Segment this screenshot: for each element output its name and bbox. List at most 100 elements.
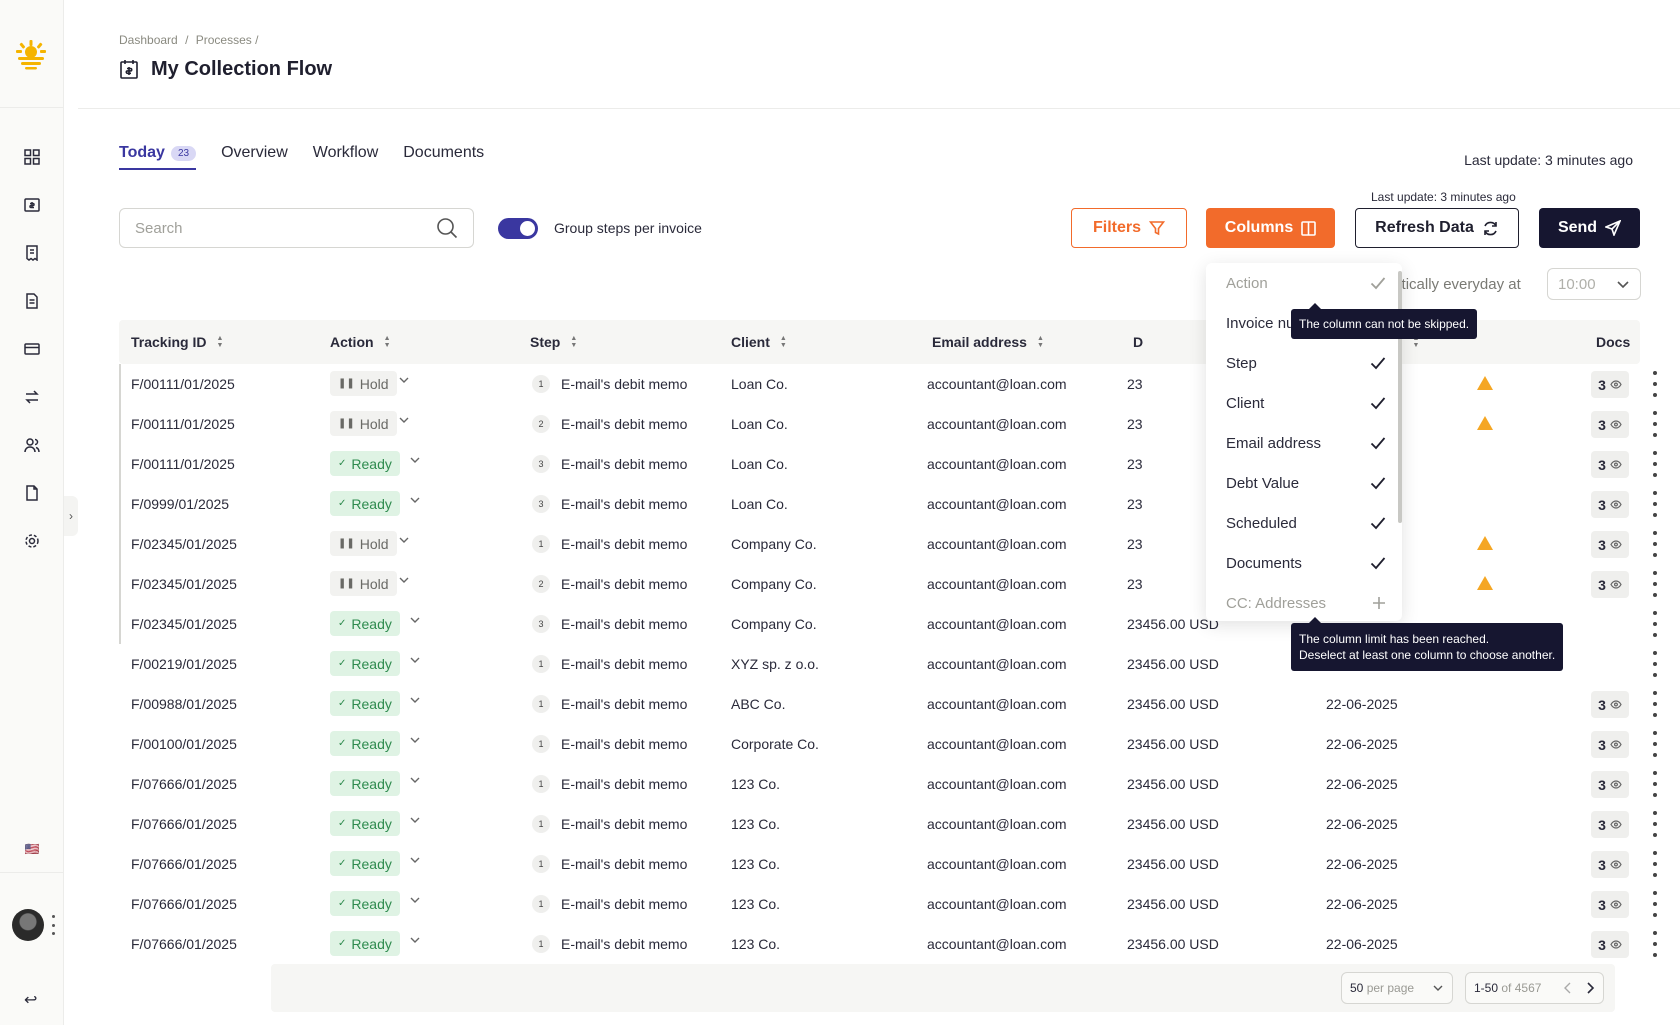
row-actions-menu-icon[interactable] (1653, 491, 1657, 517)
tracking-id-cell[interactable]: F/00988/01/2025 (131, 696, 237, 712)
table-row[interactable]: F/07666/01/2025 ✓ Ready 1 E-mail's debit mem… (119, 924, 1657, 964)
chevron-down-icon[interactable] (409, 614, 421, 626)
chevron-right-icon[interactable] (1585, 982, 1595, 994)
chevron-down-icon[interactable] (398, 374, 410, 386)
row-actions-menu-icon[interactable] (1653, 811, 1657, 837)
docs-count-button[interactable]: 3 (1591, 891, 1629, 918)
column-option[interactable]: CC: Addresses (1226, 583, 1386, 623)
chevron-down-icon[interactable] (409, 734, 421, 746)
dashboard-icon[interactable] (22, 147, 42, 167)
chevron-down-icon[interactable] (409, 454, 421, 466)
docs-count-button[interactable]: 3 (1591, 371, 1629, 398)
tracking-id-cell[interactable]: F/07666/01/2025 (131, 856, 237, 872)
chevron-down-icon[interactable] (409, 814, 421, 826)
row-actions-menu-icon[interactable] (1653, 531, 1657, 557)
action-status-badge[interactable]: ✓ Ready (330, 811, 400, 836)
table-row[interactable]: F/00219/01/2025 ✓ Ready 1 E-mail's debit mem… (119, 644, 1657, 684)
file-icon[interactable] (22, 483, 42, 503)
tracking-id-cell[interactable]: F/07666/01/2025 (131, 936, 237, 952)
users-icon[interactable] (22, 435, 42, 455)
tracking-id-cell[interactable]: F/02345/01/2025 (131, 536, 237, 552)
action-status-badge[interactable]: ✓ Ready (330, 851, 400, 876)
sort-icon[interactable]: ▲▼ (779, 335, 787, 349)
group-steps-toggle[interactable] (498, 218, 538, 239)
chevron-left-icon[interactable] (1563, 982, 1573, 994)
action-status-badge[interactable]: ✓ Ready (330, 931, 400, 956)
tracking-id-cell[interactable]: F/02345/01/2025 (131, 576, 237, 592)
docs-count-button[interactable]: 3 (1591, 851, 1629, 878)
sort-icon[interactable]: ▲▼ (570, 335, 578, 349)
card-icon[interactable] (22, 339, 42, 359)
column-header-email[interactable]: Email address ▲ ▼ (932, 334, 1044, 350)
search-icon[interactable] (436, 217, 458, 239)
chevron-down-icon[interactable] (398, 574, 410, 586)
chevron-down-icon[interactable] (398, 414, 410, 426)
docs-count-button[interactable]: 3 (1591, 451, 1629, 478)
sort-icon[interactable]: ▲▼ (216, 335, 224, 349)
tab-workflow[interactable]: Workflow (312, 144, 379, 161)
tab-overview[interactable]: Overview (221, 144, 288, 161)
docs-count-button[interactable]: 3 (1591, 411, 1629, 438)
sort-icon[interactable]: ▲▼ (383, 335, 391, 349)
row-actions-menu-icon[interactable] (1653, 891, 1657, 917)
table-row[interactable]: F/00100/01/2025 ✓ Ready 1 E-mail's debit mem… (119, 724, 1657, 764)
tab-documents[interactable]: Documents (403, 144, 485, 161)
column-option[interactable]: Debt Value (1226, 463, 1386, 503)
filters-button[interactable]: Filters (1071, 208, 1187, 248)
user-menu-icon[interactable] (52, 915, 56, 935)
send-button[interactable]: Send (1539, 208, 1640, 248)
column-option[interactable]: Email address (1226, 423, 1386, 463)
per-page-select[interactable]: 50 per page (1341, 972, 1453, 1004)
invoice-icon[interactable] (22, 195, 42, 215)
docs-count-button[interactable]: 3 (1591, 731, 1629, 758)
auto-send-time-select[interactable]: 10:00 (1547, 268, 1641, 300)
receipt-icon[interactable] (22, 243, 42, 263)
table-row[interactable]: F/07666/01/2025 ✓ Ready 1 E-mail's debit mem… (119, 884, 1657, 924)
row-actions-menu-icon[interactable] (1653, 691, 1657, 717)
table-row[interactable]: F/00111/01/2025 ❚❚ Hold 2 E-mail's debit mem… (119, 404, 1657, 444)
docs-count-button[interactable]: 3 (1591, 571, 1629, 598)
avatar[interactable] (12, 909, 44, 941)
table-row[interactable]: F/07666/01/2025 ✓ Ready 1 E-mail's debit mem… (119, 804, 1657, 844)
logout-icon[interactable]: ↩ (24, 992, 38, 1009)
tracking-id-cell[interactable]: F/00111/01/2025 (131, 376, 235, 392)
table-row[interactable]: F/02345/01/2025 ❚❚ Hold 2 E-mail's debit mem… (119, 564, 1657, 604)
chevron-down-icon[interactable] (409, 854, 421, 866)
row-actions-menu-icon[interactable] (1653, 611, 1657, 637)
transfer-icon[interactable] (22, 387, 42, 407)
tracking-id-cell[interactable]: F/07666/01/2025 (131, 896, 237, 912)
dropdown-scrollbar[interactable] (1398, 271, 1402, 523)
chevron-down-icon[interactable] (409, 894, 421, 906)
table-row[interactable]: F/07666/01/2025 ✓ Ready 1 E-mail's debit mem… (119, 764, 1657, 804)
row-actions-menu-icon[interactable] (1653, 651, 1657, 677)
tracking-id-cell[interactable]: F/07666/01/2025 (131, 816, 237, 832)
action-status-badge[interactable]: ✓ Ready (330, 731, 400, 756)
tracking-id-cell[interactable]: F/02345/01/2025 (131, 616, 237, 632)
action-status-badge[interactable]: ✓ Ready (330, 611, 400, 636)
tab-today[interactable]: Today 23 (119, 144, 197, 170)
action-status-badge[interactable]: ❚❚ Hold (330, 371, 397, 396)
docs-count-button[interactable]: 3 (1591, 931, 1629, 958)
column-header-step[interactable]: Step ▲ ▼ (530, 334, 577, 350)
tracking-id-cell[interactable]: F/07666/01/2025 (131, 776, 237, 792)
row-actions-menu-icon[interactable] (1653, 931, 1657, 957)
chevron-down-icon[interactable] (409, 934, 421, 946)
refresh-data-button[interactable]: Refresh Data (1355, 208, 1519, 248)
docs-count-button[interactable]: 3 (1591, 491, 1629, 518)
tracking-id-cell[interactable]: F/00111/01/2025 (131, 456, 235, 472)
document-icon[interactable] (22, 291, 42, 311)
docs-count-button[interactable]: 3 (1591, 811, 1629, 838)
action-status-badge[interactable]: ✓ Ready (330, 691, 400, 716)
table-row[interactable]: F/00111/01/2025 ✓ Ready 3 E-mail's debit mem… (119, 444, 1657, 484)
row-actions-menu-icon[interactable] (1653, 731, 1657, 757)
column-option[interactable]: Documents (1226, 543, 1386, 583)
settings-icon[interactable] (22, 531, 42, 551)
action-status-badge[interactable]: ✓ Ready (330, 651, 400, 676)
table-row[interactable]: F/0999/01/2025 ✓ Ready 3 E-mail's debit memo… (119, 484, 1657, 524)
docs-count-button[interactable]: 3 (1591, 691, 1629, 718)
chevron-down-icon[interactable] (409, 494, 421, 506)
action-status-badge[interactable]: ✓ Ready (330, 891, 400, 916)
column-option[interactable]: Client (1226, 383, 1386, 423)
action-status-badge[interactable]: ❚❚ Hold (330, 571, 397, 596)
row-actions-menu-icon[interactable] (1653, 371, 1657, 397)
